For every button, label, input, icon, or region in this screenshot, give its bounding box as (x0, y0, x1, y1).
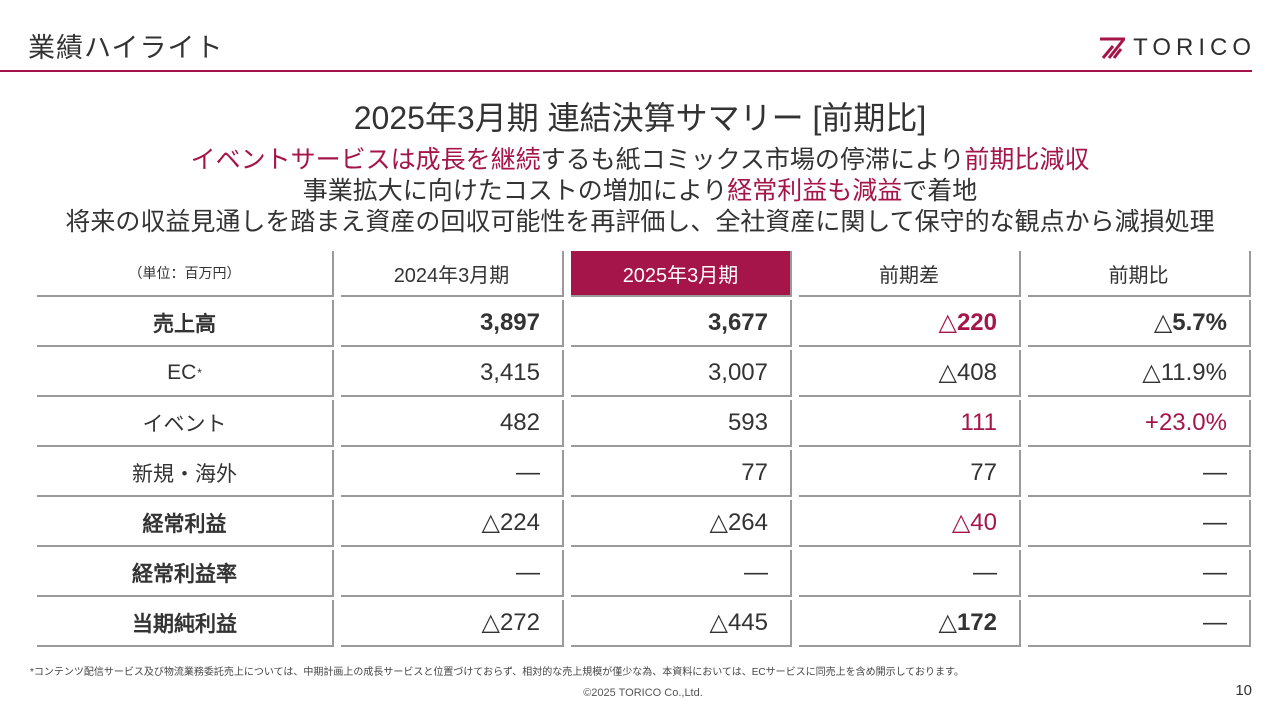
cell-ratio: △5.7% (1028, 300, 1251, 347)
page-number: 10 (1235, 682, 1252, 699)
cell-ratio: — (1028, 450, 1251, 497)
row-label: イベント (37, 400, 334, 447)
cell-fy2024: △272 (341, 600, 564, 647)
cell-fy2025: 77 (571, 450, 792, 497)
table-header-ratio: 前期比 (1028, 251, 1251, 297)
summary-line: 将来の収益見通しを踏まえ資産の回収可能性を再評価し、全社資産に関して保守的な観点… (0, 207, 1280, 238)
summary-segment: イベントサービスは成長を継続 (190, 146, 541, 174)
cell-fy2024: 3,897 (341, 300, 564, 347)
cell-fy2025: 3,007 (571, 350, 792, 397)
torico-logo-icon (1100, 37, 1126, 59)
cell-diff: 111 (799, 400, 1021, 447)
financial-summary-table: （単位：百万円） 2024年3月期 2025年3月期 前期差 前期比 売上高 3… (37, 251, 1251, 647)
cell-fy2024: 482 (341, 400, 564, 447)
copyright: ©2025 TORICO Co.,Ltd. (583, 687, 703, 699)
cell-ratio: +23.0% (1028, 400, 1251, 447)
cell-diff: △408 (799, 350, 1021, 397)
summary-line: イベントサービスは成長を継続するも紙コミックス市場の停滞により前期比減収 (0, 145, 1280, 176)
row-label: 経常利益率 (37, 550, 334, 597)
summary-segment: で着地 (902, 177, 978, 205)
header-divider (0, 70, 1252, 72)
footnote: *コンテンツ配信サービス及び物流業務委託売上については、中期計画上の成長サービス… (30, 667, 964, 678)
table-header-fy2025: 2025年3月期 (571, 251, 792, 297)
summary-segment: 経常利益も減益 (727, 177, 903, 205)
summary-segment: 事業拡大に向けたコストの増加により (302, 177, 728, 205)
summary-segment: 将来の収益見通しを踏まえ資産の回収可能性を再評価し、全社資産に関して保守的な観点… (65, 208, 1215, 236)
summary-line: 事業拡大に向けたコストの増加により経常利益も減益で着地 (0, 176, 1280, 207)
cell-fy2024: △224 (341, 500, 564, 547)
cell-ratio: — (1028, 550, 1251, 597)
torico-logo: TORICO (1099, 36, 1256, 60)
row-label: EC * (37, 350, 334, 397)
cell-fy2024: — (341, 450, 564, 497)
cell-fy2025: — (571, 550, 792, 597)
cell-diff: — (799, 550, 1021, 597)
cell-diff: △172 (799, 600, 1021, 647)
cell-ratio: △11.9% (1028, 350, 1251, 397)
cell-fy2025: △445 (571, 600, 792, 647)
slide-title: 業績ハイライト (28, 33, 224, 63)
cell-ratio: — (1028, 500, 1251, 547)
cell-fy2025: △264 (571, 500, 792, 547)
cell-diff: 77 (799, 450, 1021, 497)
row-label: 当期純利益 (37, 600, 334, 647)
cell-fy2025: 593 (571, 400, 792, 447)
cell-fy2024: 3,415 (341, 350, 564, 397)
row-label: 売上高 (37, 300, 334, 347)
summary-segment: するも紙コミックス市場の停滞により (540, 146, 965, 174)
summary-segment: 前期比減収 (964, 146, 1090, 174)
cell-fy2025: 3,677 (571, 300, 792, 347)
cell-diff: △40 (799, 500, 1021, 547)
summary-lines: イベントサービスは成長を継続するも紙コミックス市場の停滞により前期比減収 事業拡… (0, 145, 1280, 238)
cell-fy2024: — (341, 550, 564, 597)
summary-title: 2025年3月期 連結決算サマリー [前期比] (353, 100, 927, 136)
table-header-unit: （単位：百万円） (37, 251, 334, 297)
logo-wordmark: TORICO (1133, 34, 1256, 61)
row-label-text: EC (167, 360, 197, 384)
cell-diff: △220 (799, 300, 1021, 347)
row-label: 新規・海外 (37, 450, 334, 497)
cell-ratio: — (1028, 600, 1251, 647)
table-header-diff: 前期差 (799, 251, 1021, 297)
row-label: 経常利益 (37, 500, 334, 547)
table-header-fy2024: 2024年3月期 (341, 251, 564, 297)
